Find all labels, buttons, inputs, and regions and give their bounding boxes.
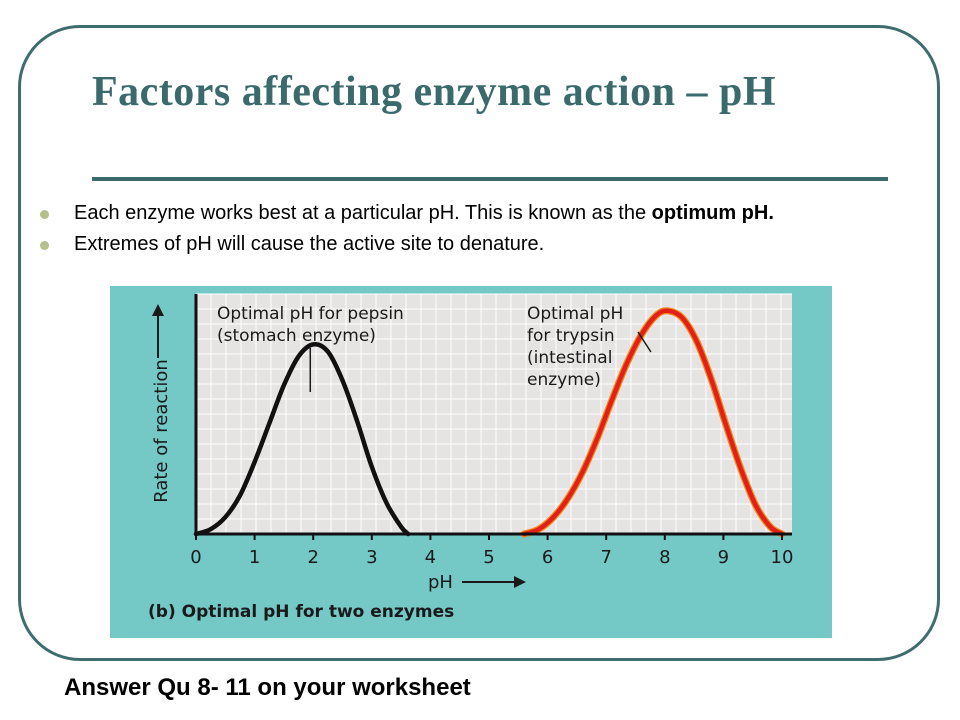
chart-caption: (b) Optimal pH for two enzymes (148, 602, 454, 622)
chart-annotations: Optimal pH for pepsin(stomach enzyme) Opt… (217, 304, 652, 392)
chart-axes (194, 294, 792, 536)
annotation-text: Optimal pH for pepsin (217, 304, 404, 324)
bullet-item: Extremes of pH will cause the active sit… (40, 234, 920, 255)
bullet-text: Each enzyme works best at a particular p… (74, 202, 652, 224)
slide-frame (18, 25, 940, 661)
bullet-list: Each enzyme works best at a particular p… (40, 203, 920, 265)
slide-title: Factors affecting enzyme action – pH (92, 69, 776, 115)
x-tick-label: 3 (366, 547, 377, 568)
x-tick-label: 8 (659, 547, 670, 568)
x-tick-label: 0 (190, 547, 201, 568)
bullet-dot-icon (40, 210, 49, 219)
ph-rate-chart: 0 1 2 3 4 5 6 7 8 9 10 Optimal pH for pepsin(stoma… (148, 293, 793, 622)
x-tick-label: 6 (542, 547, 553, 568)
x-tick-label: 7 (600, 547, 611, 568)
bullet-bold-text: optimum pH. (651, 202, 774, 224)
footer-instruction: Answer Qu 8- 11 on your worksheet (64, 674, 471, 701)
x-tick-label: 10 (771, 547, 794, 568)
chart-figure: 0 1 2 3 4 5 6 7 8 9 10 Optimal pH for pepsin (stoma… (110, 286, 832, 638)
series-curve (193, 341, 411, 537)
bullet-dot-icon (40, 241, 49, 250)
annotation-pointer (637, 331, 652, 353)
x-tick-labels: 0 1 2 3 4 5 6 7 8 9 10 (190, 534, 793, 568)
x-tick-label: 9 (718, 547, 729, 568)
x-tick-label: 1 (249, 547, 260, 568)
y-axis-label: Rate of reaction (151, 359, 172, 503)
bullet-item: Each enzyme works best at a particular p… (40, 203, 920, 224)
x-tick-label: 5 (483, 547, 494, 568)
annotation-text: Optimal pH (527, 304, 623, 324)
annotation-text: enzyme) (527, 370, 601, 390)
x-axis-arrowhead-icon (514, 576, 526, 588)
x-tick-label: 4 (425, 547, 436, 568)
chart-series (193, 307, 786, 538)
annotation-text: for trypsin (527, 326, 615, 346)
x-axis-label: pH (428, 572, 453, 593)
bullet-text: Extremes of pH will cause the active sit… (74, 233, 545, 255)
title-underline (92, 177, 888, 181)
series-curve (521, 308, 785, 537)
annotation-text: (stomach enzyme) (217, 326, 376, 346)
annotation-text: (intestinal (527, 348, 612, 368)
x-tick-label: 2 (307, 547, 318, 568)
y-axis-arrowhead-icon (152, 304, 164, 316)
